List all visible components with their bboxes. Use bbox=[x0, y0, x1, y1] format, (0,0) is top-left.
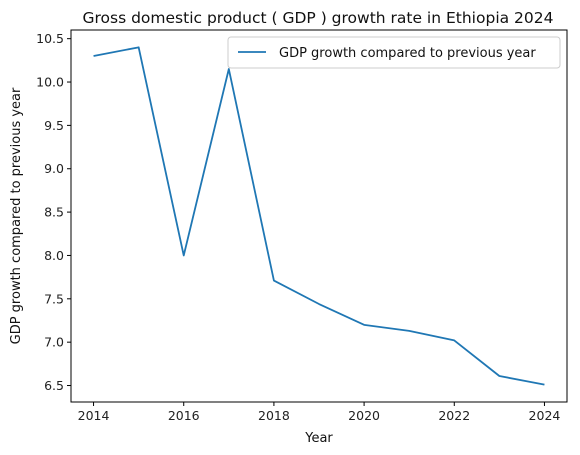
y-tick-label: 7.5 bbox=[44, 291, 64, 306]
y-tick-label: 8.5 bbox=[44, 205, 64, 220]
series-line bbox=[93, 46, 545, 386]
x-tick-label: 2024 bbox=[529, 408, 561, 423]
x-axis: 2014 2016 2018 2020 2022 2024 bbox=[78, 402, 561, 423]
series-layer bbox=[93, 46, 545, 386]
x-tick-label: 2014 bbox=[78, 408, 110, 423]
chart-title: Gross domestic product ( GDP ) growth ra… bbox=[82, 9, 553, 27]
y-tick-label: 6.5 bbox=[44, 378, 64, 393]
legend: GDP growth compared to previous year bbox=[227, 36, 561, 69]
x-tick-label: 2020 bbox=[348, 408, 380, 423]
legend-label: GDP growth compared to previous year bbox=[279, 46, 536, 61]
y-axis-label: GDP growth compared to previous year bbox=[9, 87, 24, 344]
y-tick-label: 9.5 bbox=[44, 118, 64, 133]
y-tick-label: 10.0 bbox=[36, 75, 64, 90]
y-tick-label: 7.0 bbox=[44, 335, 64, 350]
x-tick-label: 2022 bbox=[438, 408, 470, 423]
y-axis: 6.5 7.0 7.5 8.0 8.5 9.0 9.5 10.0 10.5 bbox=[36, 31, 71, 393]
x-axis-label: Year bbox=[304, 431, 333, 446]
x-tick-label: 2016 bbox=[168, 408, 200, 423]
y-tick-label: 10.5 bbox=[36, 31, 64, 46]
plot-area bbox=[70, 29, 568, 403]
legend-box bbox=[227, 36, 561, 69]
y-tick-label: 9.0 bbox=[44, 161, 64, 176]
x-tick-label: 2018 bbox=[258, 408, 290, 423]
y-tick-label: 8.0 bbox=[44, 248, 64, 263]
